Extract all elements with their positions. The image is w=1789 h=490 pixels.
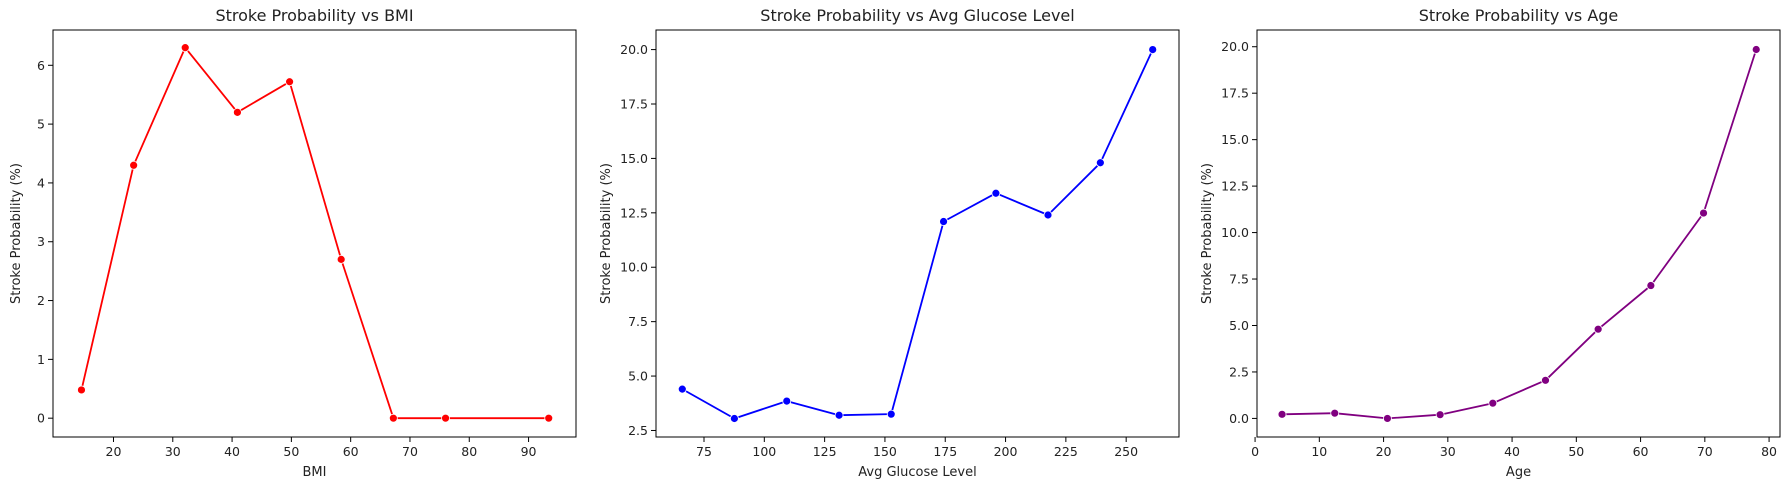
data-point [1751, 45, 1761, 54]
chart-title: Stroke Probability vs Age [1419, 6, 1619, 25]
y-tick-label: 12.5 [620, 205, 648, 220]
x-tick-label: 0 [1251, 444, 1259, 459]
data-point [129, 160, 139, 170]
x-tick-label: 250 [1114, 444, 1138, 459]
x-tick-label: 50 [283, 444, 299, 459]
y-tick-label: 7.5 [1229, 272, 1249, 287]
x-tick-label: 60 [1633, 444, 1649, 459]
x-axis-label: BMI [303, 465, 327, 480]
y-tick-label: 4 [37, 175, 45, 190]
data-point [730, 414, 739, 423]
data-point [677, 384, 687, 394]
x-tick-label: 125 [813, 444, 837, 459]
y-tick-label: 15.0 [620, 151, 648, 166]
y-tick-label: 10.0 [1221, 225, 1249, 240]
chart-panel-2: 75 100 125 150 175 200 225 250 2.5 5.0 7.5 10.0 12.5… [599, 6, 1180, 480]
x-tick-label: 50 [1568, 444, 1584, 459]
x-tick-label: 150 [873, 444, 897, 459]
x-tick-label: 30 [1440, 444, 1456, 459]
data-point [1435, 410, 1445, 420]
data-point [1043, 210, 1053, 220]
chart-title: Stroke Probability vs Avg Glucose Level [760, 6, 1074, 25]
data-point [1095, 158, 1105, 168]
x-tick-label: 225 [1054, 444, 1078, 459]
x-tick-label: 20 [106, 444, 122, 459]
data-point [388, 413, 398, 423]
y-tick-label: 17.5 [1221, 86, 1249, 101]
y-tick-label: 10.0 [620, 260, 648, 275]
data-point [77, 385, 86, 395]
data-point [233, 107, 242, 117]
series-line [681, 49, 1154, 420]
chart-title: Stroke Probability vs BMI [215, 6, 413, 25]
data-point [1383, 414, 1392, 423]
y-axis-label: Stroke Probability (%) [1200, 163, 1215, 304]
y-tick-label: 7.5 [628, 314, 648, 329]
y-tick-label: 15.0 [1221, 132, 1249, 147]
y-tick-label: 17.5 [620, 97, 648, 112]
data-point [939, 217, 948, 226]
x-tick-label: 60 [343, 444, 359, 459]
data-point [285, 77, 294, 87]
x-tick-label: 80 [1761, 444, 1777, 459]
x-tick-label: 175 [933, 444, 957, 459]
plot-frame [1256, 29, 1781, 438]
data-point [1488, 398, 1498, 408]
y-tick-label: 0 [37, 411, 45, 426]
series-line [1282, 49, 1758, 420]
y-axis-label: Stroke Probability (%) [9, 163, 24, 304]
x-tick-label: 70 [402, 444, 418, 459]
y-tick-label: 2.5 [628, 423, 648, 438]
y-tick-label: 6 [37, 58, 45, 73]
y-tick-label: 20.0 [1221, 39, 1249, 54]
data-point [1541, 375, 1550, 385]
x-tick-label: 90 [521, 444, 537, 459]
chart-panel-3: 0 10 20 30 40 50 60 70 80 0.0 2.5 5.0 7.5 10.0 12.5 15.… [1200, 6, 1781, 480]
data-point [1148, 45, 1158, 54]
data-point [886, 409, 896, 419]
y-tick-label: 12.5 [1221, 179, 1249, 194]
x-tick-label: 75 [696, 444, 712, 459]
y-tick-label: 5 [37, 117, 45, 132]
data-point [1699, 208, 1708, 218]
x-tick-label: 30 [165, 444, 181, 459]
data-point [834, 410, 844, 420]
y-tick-label: 2 [37, 293, 45, 308]
y-tick-label: 5.0 [1229, 318, 1249, 333]
y-tick-label: 3 [37, 234, 45, 249]
data-point [180, 43, 190, 53]
x-tick-label: 10 [1311, 444, 1327, 459]
data-point [1277, 409, 1287, 419]
y-axis-label: Stroke Probability (%) [599, 163, 614, 304]
data-point [1593, 324, 1603, 334]
x-tick-label: 40 [1504, 444, 1520, 459]
x-tick-label: 40 [224, 444, 240, 459]
x-tick-label: 100 [752, 444, 776, 459]
y-tick-label: 1 [37, 352, 45, 367]
plot-frame [52, 29, 577, 438]
data-point [336, 254, 346, 264]
x-tick-label: 80 [461, 444, 477, 459]
data-point [544, 413, 554, 423]
data-point [1646, 281, 1656, 290]
data-point [991, 188, 1001, 198]
x-axis-label: Age [1506, 465, 1531, 480]
data-point [1330, 408, 1340, 418]
plot-frame [655, 29, 1180, 438]
x-tick-label: 200 [994, 444, 1018, 459]
x-tick-label: 70 [1697, 444, 1713, 459]
y-tick-label: 0.0 [1229, 411, 1249, 426]
data-point [782, 396, 792, 406]
x-tick-label: 20 [1376, 444, 1392, 459]
data-point [441, 413, 450, 423]
series-line [80, 46, 549, 420]
y-tick-label: 2.5 [1229, 364, 1249, 379]
chart-panel-1: 20 30 40 50 60 70 80 90 0 1 2 3 4 5 6 Stroke Probabilit… [9, 6, 577, 480]
x-axis-label: Avg Glucose Level [858, 465, 976, 480]
y-tick-label: 5.0 [628, 369, 648, 384]
y-tick-label: 20.0 [620, 42, 648, 57]
